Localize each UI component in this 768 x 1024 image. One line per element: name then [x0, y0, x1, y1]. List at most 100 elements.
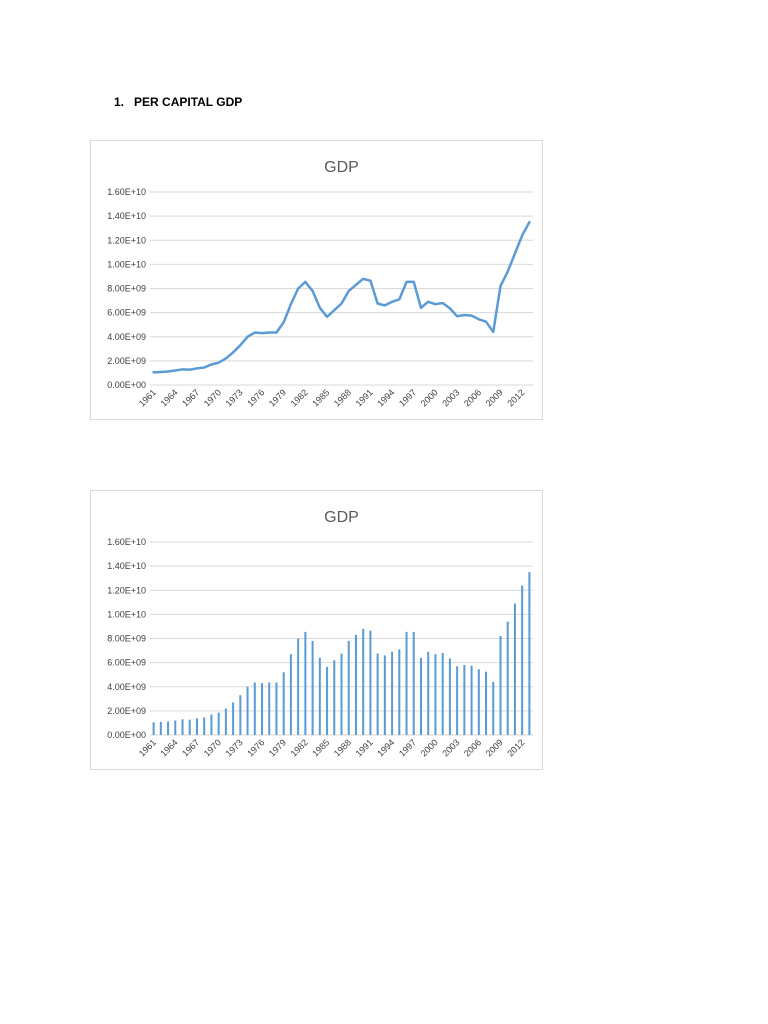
gdp-bar	[261, 683, 264, 735]
x-tick-label: 1964	[158, 387, 179, 408]
x-tick-label: 1964	[158, 737, 179, 758]
gdp-bar	[167, 721, 170, 735]
x-tick-label: 1982	[289, 737, 310, 758]
x-tick-label: 2006	[462, 387, 483, 408]
y-tick-label: 0.00E+00	[107, 380, 146, 390]
line-chart-svg: GDP 0.00E+00 2.00E+09 4.00E+09 6.00E+09 8.00E…	[107, 159, 533, 409]
x-tick-label: 1994	[375, 387, 396, 408]
x-tick-label: 1973	[224, 387, 245, 408]
gdp-bar	[224, 708, 227, 735]
gdp-bar	[499, 636, 502, 735]
gdp-bar	[492, 681, 495, 735]
gdp-bar	[253, 682, 256, 735]
gdp-bar	[506, 621, 509, 735]
gdp-bar	[434, 654, 437, 735]
y-tick-label: 6.00E+09	[107, 658, 146, 668]
section-title: PER CAPITAL GDP	[134, 95, 243, 109]
gdp-bar	[181, 719, 184, 735]
gdp-bar-chart: GDP 0.00E+00 2.00E+09 4.00E+09 6.00E+09 8.00E…	[90, 490, 543, 770]
y-tick-label: 1.40E+10	[107, 561, 146, 571]
gdp-bar	[405, 631, 408, 735]
y-tick-label: 1.00E+10	[107, 259, 146, 269]
x-tick-label: 1973	[224, 737, 245, 758]
x-tick-label: 1976	[245, 737, 266, 758]
gdp-bar	[217, 712, 220, 735]
gdp-series-line	[152, 220, 531, 374]
y-tick-label: 2.00E+09	[107, 706, 146, 716]
gdp-bar	[391, 651, 394, 735]
y-tick-label: 2.00E+09	[107, 356, 146, 366]
gdp-bar	[412, 631, 415, 735]
gdp-bar	[513, 603, 516, 735]
x-tick-label: 1988	[332, 737, 353, 758]
x-tick-label: 1991	[354, 737, 375, 758]
gdp-bar	[159, 721, 162, 735]
y-tick-label: 4.00E+09	[107, 682, 146, 692]
x-tick-label: 1961	[137, 387, 158, 408]
chart-title: GDP	[324, 509, 359, 526]
x-tick-label: 1985	[310, 737, 331, 758]
gdp-bar	[383, 655, 386, 735]
y-tick-label: 1.60E+10	[107, 537, 146, 547]
gdp-bar	[528, 572, 531, 735]
gdp-bar	[297, 638, 300, 735]
y-tick-label: 8.00E+09	[107, 284, 146, 294]
gdp-bar	[210, 714, 213, 735]
bar-chart-svg: GDP 0.00E+00 2.00E+09 4.00E+09 6.00E+09 8.00E…	[107, 509, 533, 759]
x-tick-label: 1976	[245, 387, 266, 408]
y-tick-label: 6.00E+09	[107, 308, 146, 318]
x-tick-label: 2000	[419, 737, 440, 758]
x-tick-label: 2003	[440, 737, 461, 758]
x-tick-label: 2012	[505, 737, 526, 758]
x-tick-label: 1991	[354, 387, 375, 408]
gdp-bar	[340, 653, 343, 735]
gdp-bar	[354, 634, 357, 735]
gdp-bar	[311, 640, 314, 735]
x-tick-label: 2000	[419, 387, 440, 408]
gdp-bar	[282, 672, 285, 735]
x-tick-label: 1997	[397, 387, 418, 408]
section-heading: 1. PER CAPITAL GDP	[114, 95, 242, 109]
gdp-bar	[441, 652, 444, 735]
y-tick-label: 1.60E+10	[107, 187, 146, 197]
gdp-bar	[456, 666, 459, 735]
gdp-bar	[195, 718, 198, 735]
section-number: 1.	[114, 95, 125, 109]
y-tick-label: 1.20E+10	[107, 585, 146, 595]
x-tick-label: 1961	[137, 737, 158, 758]
gdp-bar	[398, 649, 401, 735]
x-tick-label: 2009	[484, 387, 505, 408]
gdp-bar	[232, 702, 235, 735]
gdp-bar	[239, 695, 242, 735]
x-tick-label: 1970	[202, 737, 223, 758]
gdp-bar	[203, 717, 206, 735]
gdp-bar	[463, 665, 466, 735]
gdp-bar	[152, 722, 155, 735]
x-tick-label: 2003	[440, 387, 461, 408]
gdp-bar	[470, 665, 473, 735]
x-tick-label: 1967	[180, 387, 201, 408]
x-tick-label: 2009	[484, 737, 505, 758]
y-tick-label: 0.00E+00	[107, 730, 146, 740]
x-tick-label: 2006	[462, 737, 483, 758]
chart-title: GDP	[324, 159, 359, 176]
gdp-bar	[448, 658, 451, 735]
x-tick-label: 1997	[397, 737, 418, 758]
x-tick-label: 1967	[180, 737, 201, 758]
y-tick-label: 4.00E+09	[107, 332, 146, 342]
gdp-bar	[188, 719, 191, 735]
gdp-bar	[246, 686, 249, 735]
gdp-bar	[419, 657, 422, 735]
x-tick-label: 2012	[505, 387, 526, 408]
gdp-bar	[369, 630, 372, 735]
gdp-bar	[174, 720, 177, 735]
x-tick-label: 1970	[202, 387, 223, 408]
gdp-bar	[521, 585, 524, 735]
gdp-bar	[304, 631, 307, 735]
x-tick-label: 1994	[375, 737, 396, 758]
gdp-bar	[347, 640, 350, 735]
y-tick-label: 1.00E+10	[107, 609, 146, 619]
x-tick-label: 1982	[289, 387, 310, 408]
gdp-line-chart: GDP 0.00E+00 2.00E+09 4.00E+09 6.00E+09 8.00E…	[90, 140, 543, 420]
gdp-bar	[326, 666, 329, 735]
